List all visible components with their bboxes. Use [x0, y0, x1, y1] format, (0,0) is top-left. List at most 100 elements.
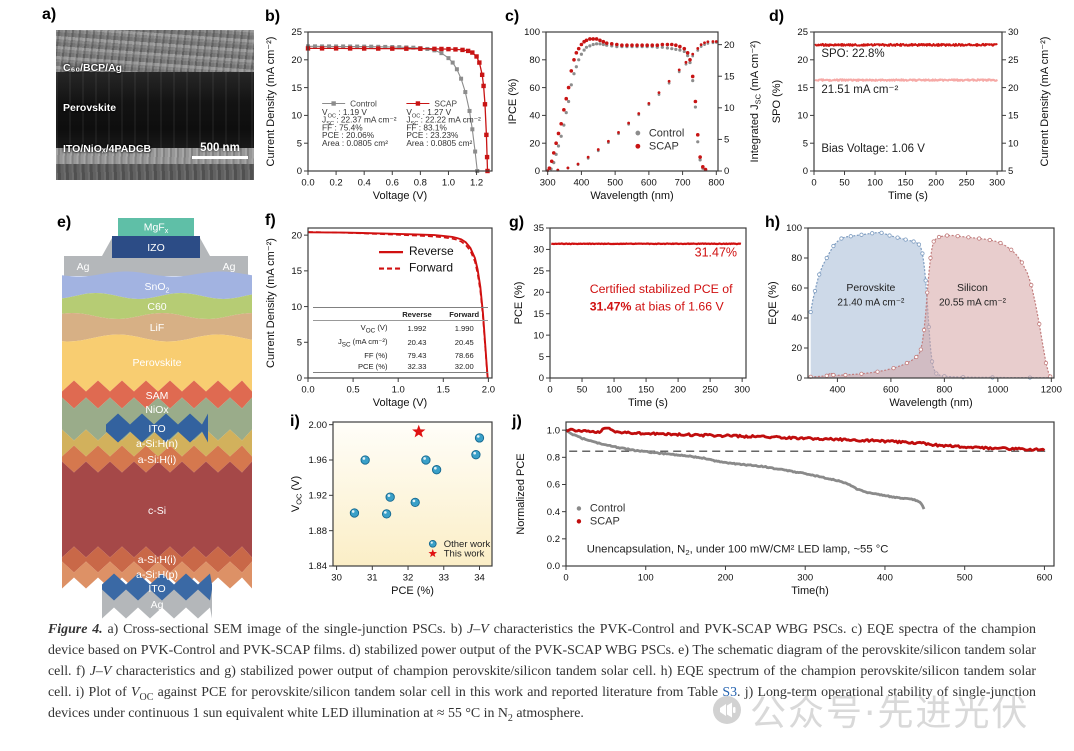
svg-text:JSC​ : 22.22 mA cm⁻²: JSC​ : 22.22 mA cm⁻² — [406, 115, 481, 128]
svg-text:35: 35 — [533, 223, 544, 234]
svg-text:PCE (%): PCE (%) — [391, 585, 434, 597]
svg-text:a-Si:H(i): a-Si:H(i) — [138, 454, 177, 466]
svg-text:10: 10 — [533, 330, 544, 341]
caption-segment: J–V — [89, 663, 112, 679]
svg-text:Perovskite: Perovskite — [132, 357, 181, 369]
svg-text:15: 15 — [291, 266, 302, 277]
svg-text:IZO: IZO — [147, 242, 165, 254]
panel-label-b: b) — [265, 8, 281, 25]
caption-segment: V — [130, 684, 140, 700]
svg-text:Ag: Ag — [77, 261, 90, 273]
svg-text:32: 32 — [403, 573, 414, 584]
svg-text:1.5: 1.5 — [437, 385, 450, 396]
svg-text:10: 10 — [291, 111, 302, 122]
jv-parameters-table: Reverse Forward VOC (V) 1.992 1.990 JSC (mA c… — [313, 307, 488, 373]
caption-segment: . j) Long-term operational stability of … — [48, 684, 1037, 722]
svg-text:2.00: 2.00 — [309, 420, 328, 431]
svg-text:5: 5 — [539, 352, 544, 363]
svg-text:30: 30 — [331, 573, 342, 584]
svg-text:Control: Control — [590, 503, 625, 515]
svg-text:a-Si:H(n): a-Si:H(n) — [136, 438, 178, 450]
svg-text:EQE (%): EQE (%) — [767, 281, 779, 324]
panel-label-c: c) — [505, 8, 520, 25]
caption-segment: characteristics the PVK-Control and PVK-… — [48, 622, 1036, 679]
svg-text:SnO2​: SnO2​ — [145, 281, 170, 295]
caption-segment: Figure 4. — [48, 622, 103, 637]
svg-text:20: 20 — [291, 230, 302, 241]
svg-text:600: 600 — [1037, 573, 1053, 584]
svg-text:400: 400 — [877, 573, 893, 584]
svg-text:0.2: 0.2 — [547, 534, 560, 545]
caption-segment: atmosphere. — [512, 706, 584, 722]
svg-text:5: 5 — [803, 138, 808, 149]
caption-segment[interactable]: S3 — [722, 684, 738, 700]
svg-text:Current Density (mA cm⁻²): Current Density (mA cm⁻²) — [265, 238, 277, 368]
svg-text:Unencapsulation, N2​, under 10: Unencapsulation, N2​, under 100 mW/CM² L… — [587, 543, 889, 557]
sem-perovskite-layer — [56, 72, 254, 148]
svg-text:21.51 mA cm⁻²: 21.51 mA cm⁻² — [821, 84, 898, 96]
svg-text:SCAP: SCAP — [434, 99, 457, 109]
svg-text:a-Si:H(p): a-Si:H(p) — [136, 569, 178, 581]
svg-text:31: 31 — [367, 573, 378, 584]
svg-text:20: 20 — [797, 55, 808, 66]
svg-text:20: 20 — [291, 55, 302, 66]
svg-text:800: 800 — [708, 178, 724, 189]
svg-text:NiOx: NiOx — [145, 404, 169, 416]
svg-text:Silicon: Silicon — [957, 282, 988, 294]
panel-label-j: j) — [512, 413, 522, 430]
svg-text:LiF: LiF — [150, 322, 165, 334]
svg-text:20: 20 — [791, 343, 802, 354]
svg-text:Time(h): Time(h) — [791, 585, 828, 597]
jv-table-row: JSC (mA cm⁻²) 20.43 20.45 — [337, 336, 474, 349]
svg-text:0.4: 0.4 — [547, 507, 560, 518]
svg-text:0: 0 — [297, 166, 302, 177]
jv-table-row: FF (%) 79.43 78.66 — [364, 350, 474, 360]
svg-text:FF : 75.4%: FF : 75.4% — [322, 122, 363, 132]
svg-text:0: 0 — [797, 373, 802, 384]
svg-text:Ag: Ag — [223, 261, 236, 273]
svg-text:PCE : 23.23%: PCE : 23.23% — [406, 130, 459, 140]
svg-text:Wavelength (nm): Wavelength (nm) — [889, 397, 972, 409]
svg-text:Forward: Forward — [409, 261, 453, 275]
caption-segment: against PCE for perovskite/silicon tande… — [153, 684, 723, 700]
svg-text:Reverse: Reverse — [409, 244, 454, 258]
svg-text:100: 100 — [638, 573, 654, 584]
sem-substrate-layer — [56, 148, 254, 164]
svg-text:25: 25 — [1008, 55, 1019, 66]
svg-text:60: 60 — [529, 83, 540, 94]
svg-text:5: 5 — [297, 337, 302, 348]
svg-text:Area : 0.0805 cm²: Area : 0.0805 cm² — [406, 138, 472, 148]
svg-text:400: 400 — [573, 178, 589, 189]
svg-text:Time (s): Time (s) — [628, 397, 668, 409]
svg-text:15: 15 — [724, 71, 735, 82]
svg-text:SAM: SAM — [146, 390, 169, 402]
svg-text:10: 10 — [724, 103, 735, 114]
tandem-stack-diagram: MgFx​ IZO Ag Ag SnO2​ C60 LiF Perovskite SAM NiOx… — [62, 218, 252, 619]
svg-text:15: 15 — [797, 83, 808, 94]
caption-segment: J–V — [467, 622, 489, 637]
svg-text:Normalized PCE: Normalized PCE — [515, 453, 527, 534]
svg-text:200: 200 — [670, 385, 686, 396]
svg-text:0.8: 0.8 — [547, 453, 560, 464]
sem-label-substrate: ITO/NiOₓ/4PADCB — [63, 143, 152, 155]
caption-segment: characteristics and g) stabilized power … — [48, 663, 1037, 700]
jv-table-row: PCE (%) 32.33 32.00 — [357, 361, 474, 371]
svg-text:MgFx​: MgFx​ — [144, 222, 169, 236]
svg-text:VOC​ : 1.27 V: VOC​ : 1.27 V — [406, 107, 451, 120]
svg-text:JSC​ : 22.37 mA cm⁻²: JSC​ : 22.37 mA cm⁻² — [322, 115, 397, 128]
panel-label-i: i) — [290, 413, 300, 430]
svg-text:0: 0 — [547, 385, 552, 396]
scale-bar-label: 500 nm — [200, 142, 240, 154]
jv-table-header: Reverse — [393, 307, 441, 322]
svg-text:2.0: 2.0 — [482, 385, 495, 396]
svg-text:400: 400 — [829, 385, 845, 396]
jv-table: Reverse Forward VOC (V) 1.992 1.990 JSC (mA c… — [313, 307, 488, 373]
svg-text:100: 100 — [524, 27, 540, 38]
svg-text:1.0: 1.0 — [547, 425, 560, 436]
svg-text:150: 150 — [638, 385, 654, 396]
svg-text:1.92: 1.92 — [309, 491, 328, 502]
svg-text:1.88: 1.88 — [309, 526, 328, 537]
svg-text:150: 150 — [898, 178, 914, 189]
